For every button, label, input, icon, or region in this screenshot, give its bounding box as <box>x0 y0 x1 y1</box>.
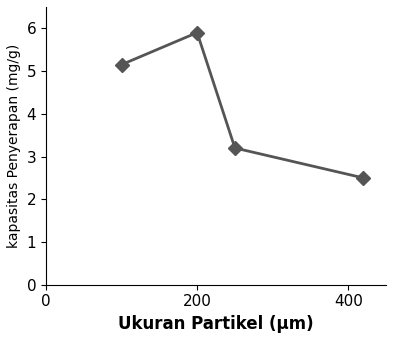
Y-axis label: kapasitas Penyerapan (mg/g): kapasitas Penyerapan (mg/g) <box>7 44 21 248</box>
X-axis label: Ukuran Partikel (µm): Ukuran Partikel (µm) <box>118 315 314 333</box>
